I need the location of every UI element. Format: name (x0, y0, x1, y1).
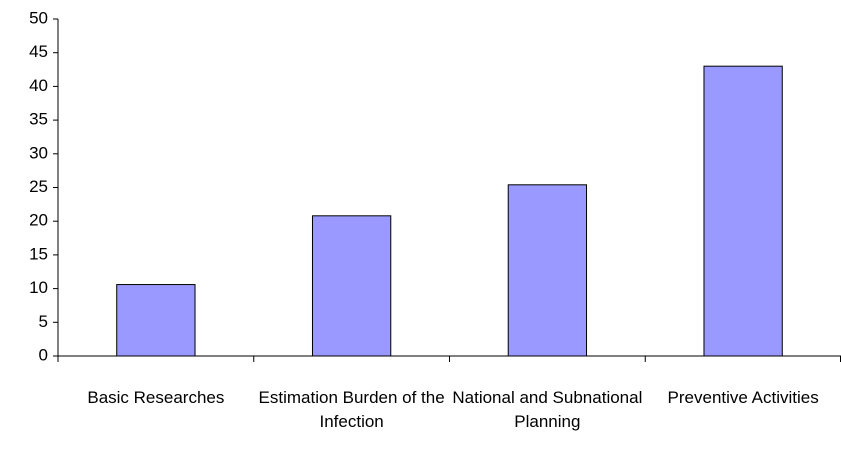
y-tick-label: 10 (29, 278, 48, 297)
bar (703, 65, 783, 357)
x-tick-label: Preventive Activities (667, 388, 819, 407)
y-tick-label: 25 (29, 177, 48, 196)
y-tick-label: 45 (29, 42, 48, 61)
x-tick-label: Estimation Burden of the Infection (258, 388, 445, 431)
bar (116, 284, 196, 357)
x-tick-label: National and Subnational Planning (452, 388, 643, 431)
y-tick-label: 50 (29, 8, 48, 27)
y-tick-label: 0 (39, 345, 48, 364)
y-tick-label: 40 (29, 76, 48, 95)
y-tick-label: 30 (29, 143, 48, 162)
y-tick-label: 5 (39, 312, 48, 331)
x-tick-label: Basic Researches (87, 388, 225, 407)
bar (311, 215, 392, 357)
y-tick-label: 20 (29, 211, 48, 230)
y-tick-label: 15 (29, 244, 48, 263)
bar (507, 184, 588, 357)
y-tick-label: 35 (29, 110, 48, 129)
